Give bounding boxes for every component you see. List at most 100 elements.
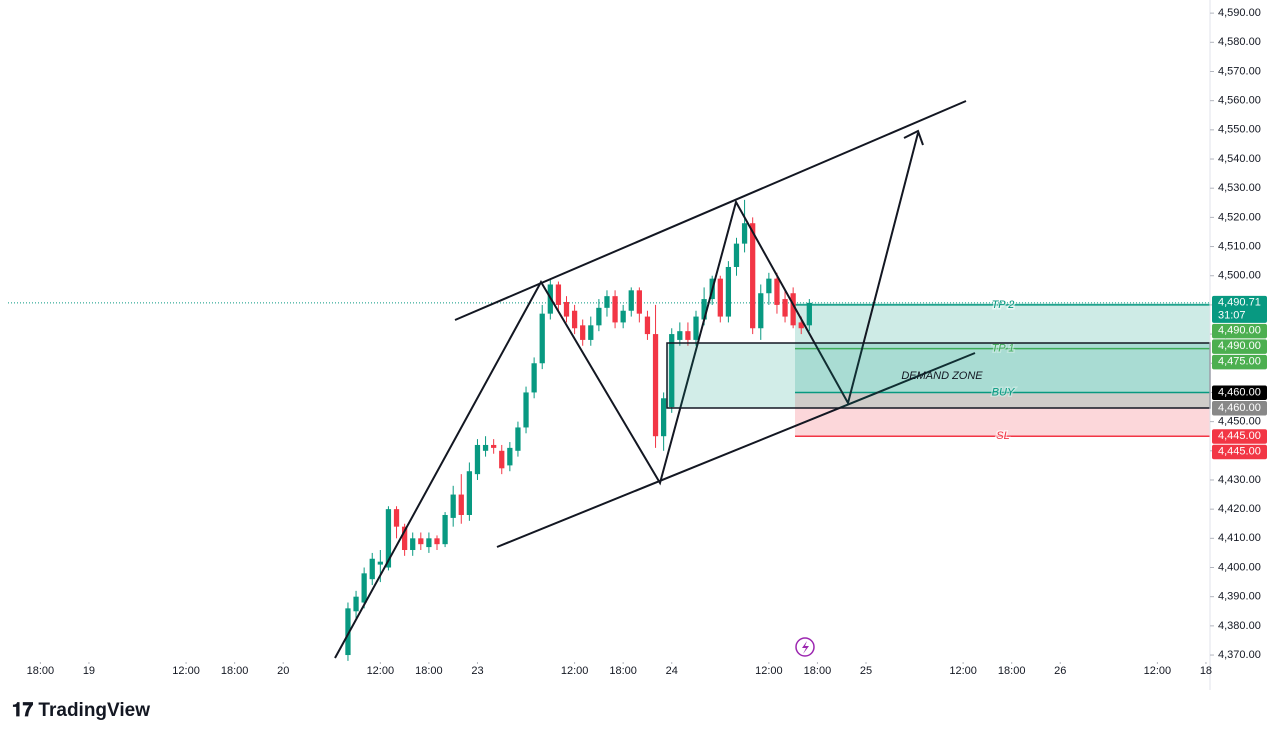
- x-tick-label: 12:00: [172, 665, 200, 677]
- candle-body: [401, 526, 408, 550]
- y-tick-label: 4,370.00: [1218, 649, 1261, 661]
- candle-body: [466, 471, 473, 515]
- candle-body: [685, 331, 691, 340]
- x-tick-label: 18:00: [27, 665, 55, 677]
- y-tick-label: 4,380.00: [1218, 620, 1261, 632]
- x-tick-label: 12:00: [755, 665, 783, 677]
- arrow-head: [903, 129, 924, 146]
- price-axis: 4,370.00 4,380.00 4,390.00 4,400.00 4,410.00…: [27, 0, 1267, 690]
- candle-body: [580, 325, 586, 340]
- candle-body: [515, 427, 521, 451]
- price-label-box: [1212, 354, 1267, 370]
- candle-body: [717, 278, 723, 317]
- candle-body: [652, 334, 659, 437]
- candle-body: [385, 509, 392, 568]
- zones: TP 2 TP 1 BUY SL: [8, 297, 1210, 444]
- candle-body: [774, 278, 780, 305]
- price-label: 4,445.00: [1218, 446, 1261, 458]
- y-tick-label: 4,390.00: [1218, 591, 1261, 603]
- candle-body: [604, 296, 610, 308]
- brand-logo[interactable]: 𝟏𝟕 TradingView: [12, 700, 150, 721]
- y-tick-label: 4,450.00: [1218, 416, 1261, 428]
- y-tick-label: 4,410.00: [1218, 532, 1261, 544]
- candle-body: [588, 325, 594, 340]
- price-label: 4,460.00: [1218, 386, 1261, 398]
- price-label-box: [1212, 323, 1267, 339]
- candle-body: [644, 316, 651, 335]
- price-label-box: [1212, 444, 1267, 460]
- candle-body: [596, 307, 602, 326]
- candle-body: [491, 444, 497, 448]
- candle-body: [758, 293, 764, 329]
- price-label-box: [1212, 339, 1267, 354]
- candle-body: [523, 392, 529, 428]
- candle-body: [499, 450, 505, 469]
- candle-body: [750, 223, 756, 329]
- profit-zone: [795, 302, 1210, 393]
- candle-body: [806, 302, 812, 326]
- level-label: TP 2: [992, 299, 1015, 311]
- countdown-label: 31:07: [1218, 310, 1246, 322]
- y-tick-label: 4,550.00: [1218, 124, 1261, 136]
- level-label: BUY: [992, 386, 1015, 398]
- candle-body: [669, 334, 675, 408]
- price-label: 4,445.00: [1218, 430, 1261, 442]
- candle-body: [733, 243, 740, 267]
- x-tick-label: 20: [277, 665, 289, 677]
- candle-body: [418, 538, 424, 545]
- brand-name: TradingView: [38, 700, 150, 721]
- candle-body: [725, 266, 732, 317]
- x-tick-label: 23: [471, 665, 483, 677]
- x-tick-label: 12:00: [949, 665, 977, 677]
- candle-body: [620, 310, 626, 323]
- level-label: SL: [996, 430, 1009, 442]
- y-tick-label: 4,500.00: [1218, 270, 1261, 282]
- y-tick-label: 4,520.00: [1218, 211, 1261, 223]
- price-label-box: [1212, 385, 1267, 400]
- candle-body: [482, 444, 489, 451]
- y-tick-label: 4,560.00: [1218, 95, 1261, 107]
- price-label-box: [1212, 400, 1267, 416]
- candle-body: [636, 290, 642, 314]
- candle-body: [450, 494, 456, 518]
- candle-body: [741, 223, 748, 244]
- drawings: [334, 100, 1211, 659]
- candle-body: [474, 444, 481, 475]
- candle-body: [628, 290, 634, 311]
- candle-body: [410, 538, 416, 550]
- event-icon[interactable]: [795, 637, 815, 657]
- candle-body: [677, 331, 683, 340]
- candle-body: [353, 596, 359, 612]
- candle-body: [563, 301, 570, 317]
- candle-body: [345, 608, 351, 656]
- x-tick-label: 24: [666, 665, 678, 677]
- candle-body: [361, 573, 367, 603]
- y-tick-label: 4,430.00: [1218, 474, 1261, 486]
- y-tick-label: 4,590.00: [1218, 7, 1261, 19]
- x-tick-label: 25: [860, 665, 872, 677]
- y-tick-label: 4,400.00: [1218, 561, 1261, 573]
- current-price-box: [1212, 295, 1267, 323]
- x-tick-label: 18:00: [609, 665, 637, 677]
- candle-body: [612, 296, 618, 323]
- x-tick-label: 12:00: [561, 665, 589, 677]
- price-label: 4,460.00: [1218, 402, 1261, 414]
- candle-body: [790, 293, 796, 326]
- current-price-label: 4,490.71: [1218, 297, 1261, 309]
- candle-body: [458, 494, 464, 515]
- candle-body: [701, 299, 707, 320]
- y-tick-label: 4,510.00: [1218, 240, 1261, 252]
- demand-zone-label: DEMAND ZONE: [901, 370, 983, 382]
- candle-body: [693, 316, 699, 340]
- candle-body: [661, 398, 667, 437]
- event-icon-bolt: [802, 641, 809, 654]
- level-label: TP 1: [992, 343, 1015, 355]
- y-tick-label: 4,580.00: [1218, 36, 1261, 48]
- y-tick-label: 4,570.00: [1218, 65, 1261, 77]
- price-label: 4,490.00: [1218, 325, 1261, 337]
- x-tick-label: 26: [1054, 665, 1066, 677]
- price-label-box: [1212, 429, 1267, 444]
- candle-body: [393, 509, 400, 527]
- candle-body: [539, 313, 545, 364]
- candle-body: [798, 322, 804, 329]
